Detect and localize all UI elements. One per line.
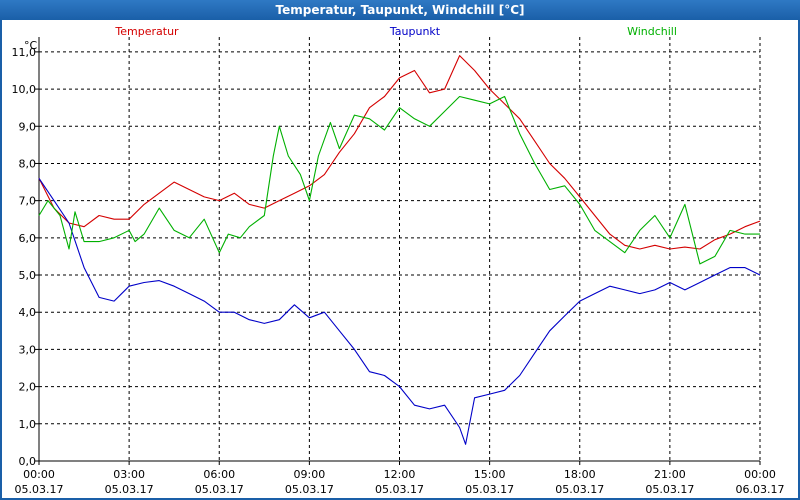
y-tick-label: 7,0 [19, 195, 37, 208]
x-tick-date: 05.03.17 [555, 483, 604, 496]
x-tick-time: 18:00 [564, 468, 596, 481]
x-tick-time: 21:00 [654, 468, 686, 481]
y-tick-label: 9,0 [19, 120, 37, 133]
x-tick-time: 00:00 [23, 468, 55, 481]
y-tick-label: 5,0 [19, 269, 37, 282]
x-tick-time: 09:00 [294, 468, 326, 481]
legend-temperatur: Temperatur [114, 25, 179, 38]
series-line-temperatur [38, 55, 761, 250]
x-tick-date: 05.03.17 [105, 483, 154, 496]
y-axis-unit: °C [24, 39, 38, 52]
legend-windchill: Windchill [627, 25, 677, 38]
y-tick-label: 10,0 [12, 83, 37, 96]
x-tick-time: 12:00 [384, 468, 416, 481]
x-tick-date: 06.03.17 [736, 483, 785, 496]
y-tick-label: 11,0 [12, 46, 37, 59]
x-tick-time: 06:00 [203, 468, 235, 481]
x-tick-date: 05.03.17 [195, 483, 244, 496]
y-tick-label: 1,0 [19, 418, 37, 431]
y-tick-label: 2,0 [19, 381, 37, 394]
window-title: Temperatur, Taupunkt, Windchill [°C] [0, 0, 800, 20]
x-tick-time: 00:00 [744, 468, 776, 481]
x-tick-date: 05.03.17 [465, 483, 514, 496]
line-chart: 0,0 1,0 2,0 3,0 4,0 5,0 6,0 7,0 8,0 9,0 10,0 11,0 00… [12, 25, 785, 496]
y-tick-label: 8,0 [19, 157, 37, 170]
x-tick-date: 05.03.17 [15, 483, 64, 496]
legend-taupunkt: Taupunkt [389, 25, 441, 38]
x-tick-date: 05.03.17 [285, 483, 334, 496]
x-tick-date: 05.03.17 [645, 483, 694, 496]
y-tick-label: 6,0 [19, 232, 37, 245]
y-tick-label: 4,0 [19, 306, 37, 319]
y-tick-label: 3,0 [19, 343, 37, 356]
x-tick-time: 03:00 [113, 468, 145, 481]
y-tick-label: 0,0 [19, 455, 37, 468]
x-tick-time: 15:00 [474, 468, 506, 481]
chart-frame: 0,0 1,0 2,0 3,0 4,0 5,0 6,0 7,0 8,0 9,0 10,0 11,0 00… [2, 20, 798, 498]
x-tick-date: 05.03.17 [375, 483, 424, 496]
series-line-taupunkt [38, 177, 761, 445]
series-line-windchill [38, 95, 760, 265]
